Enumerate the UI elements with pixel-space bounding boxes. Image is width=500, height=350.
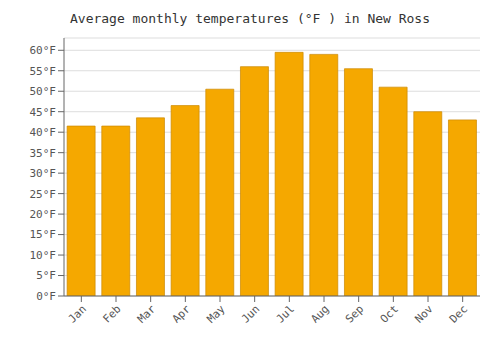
svg-text:Nov: Nov (412, 302, 436, 326)
svg-text:30°F: 30°F (30, 167, 57, 180)
svg-text:0°F: 0°F (36, 290, 56, 303)
svg-text:60°F: 60°F (30, 44, 57, 57)
svg-text:40°F: 40°F (30, 126, 57, 139)
svg-text:Jun: Jun (239, 302, 262, 325)
svg-text:55°F: 55°F (30, 65, 57, 78)
svg-text:15°F: 15°F (30, 228, 57, 241)
svg-text:Oct: Oct (378, 302, 401, 325)
svg-text:Apr: Apr (170, 302, 194, 326)
svg-text:Dec: Dec (447, 302, 470, 325)
svg-text:Feb: Feb (100, 302, 123, 325)
svg-text:10°F: 10°F (30, 249, 57, 262)
svg-text:45°F: 45°F (30, 106, 57, 119)
svg-text:20°F: 20°F (30, 208, 57, 221)
svg-text:Jul: Jul (274, 302, 297, 325)
html-text:Average monthly temperatures (: Average monthly temperatures (°F ) in Ne… (70, 11, 430, 26)
svg-text:Aug: Aug (308, 302, 331, 325)
svg-text:Jan: Jan (66, 302, 89, 325)
svg-text:35°F: 35°F (30, 147, 57, 160)
svg-text:5°F: 5°F (36, 269, 56, 282)
svg-text:May: May (204, 302, 228, 326)
svg-text:Mar: Mar (135, 302, 159, 326)
svg-text:50°F: 50°F (30, 85, 57, 98)
svg-text:Sep: Sep (343, 302, 366, 325)
svg-text:25°F: 25°F (30, 188, 57, 201)
